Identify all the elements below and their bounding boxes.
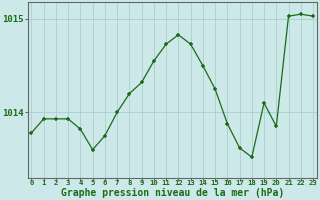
X-axis label: Graphe pression niveau de la mer (hPa): Graphe pression niveau de la mer (hPa) xyxy=(60,188,284,198)
